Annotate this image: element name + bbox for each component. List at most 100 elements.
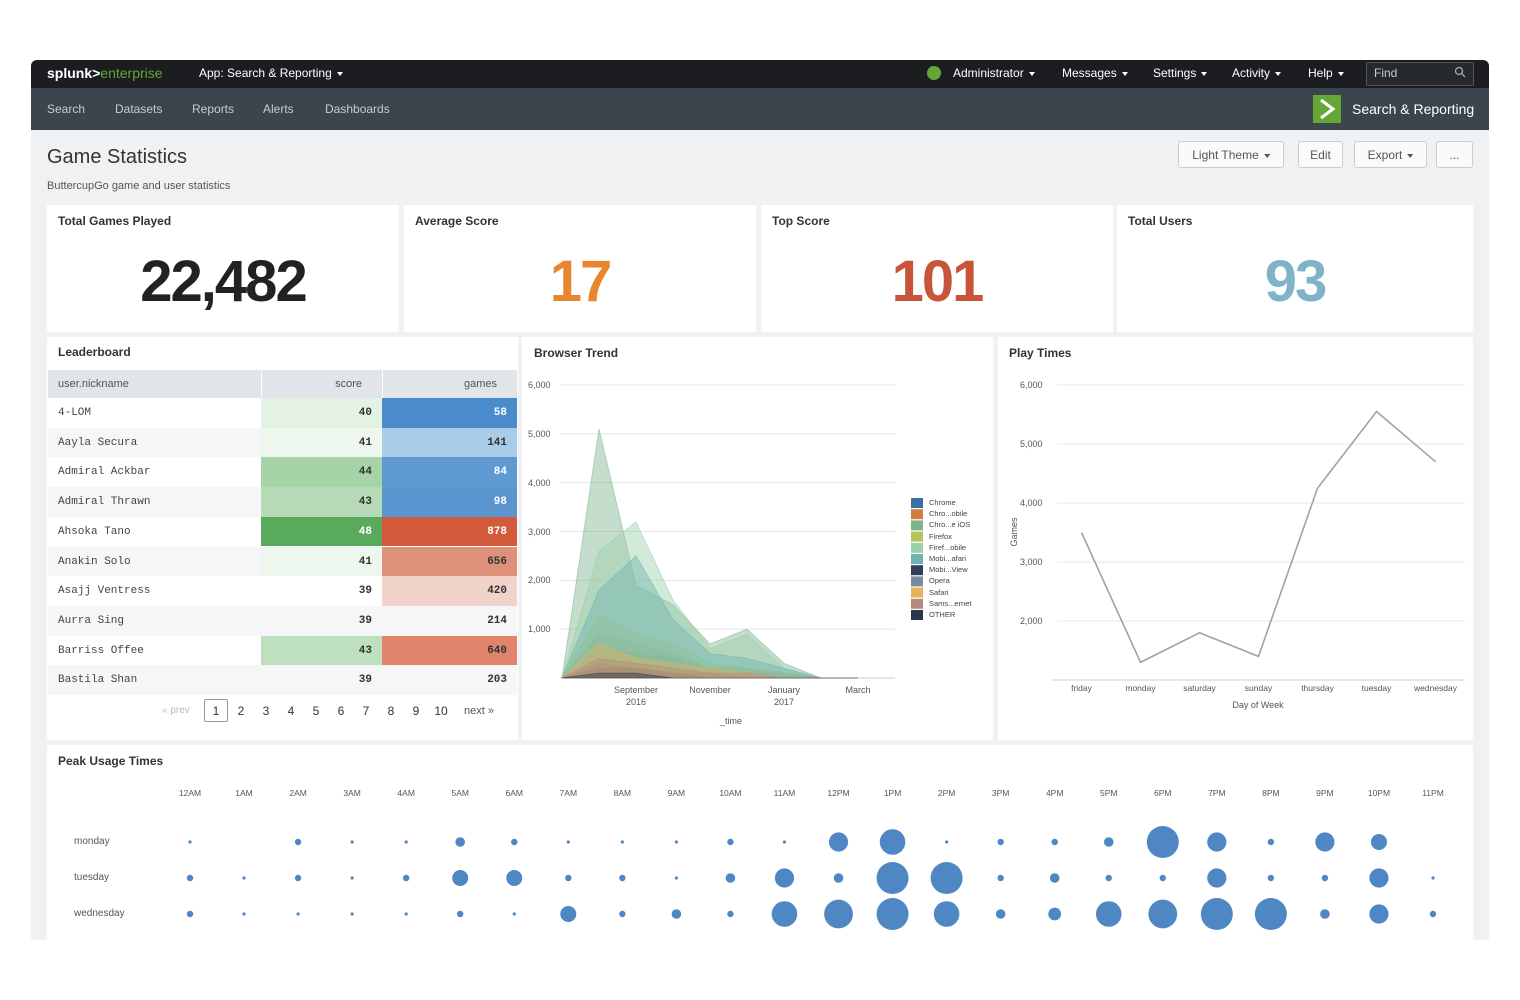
app-menu[interactable]: App: Search & Reporting	[199, 65, 343, 81]
single-value: 22,482	[140, 249, 307, 314]
nav-menu-item[interactable]: Messages	[1062, 65, 1128, 81]
table-cell: 43	[358, 496, 372, 509]
x-tick-label: 3AM	[343, 788, 361, 798]
x-tick-label: tuesday	[1361, 683, 1392, 693]
logo-product: enterprise	[100, 65, 163, 81]
pagination-page[interactable]: 3	[262, 704, 270, 718]
pagination-page[interactable]: 6	[337, 704, 345, 718]
x-tick-label: 2AM	[289, 788, 307, 798]
nav-menu-item[interactable]: Administrator	[953, 65, 1035, 81]
table-cell: 39	[358, 674, 372, 687]
x-axis-title: Day of Week	[1232, 700, 1284, 710]
nav-menu-item[interactable]: Settings	[1153, 65, 1207, 81]
table-cell: 203	[487, 674, 507, 687]
pagination-page[interactable]: 9	[412, 704, 420, 718]
x-tick-label: 11AM	[773, 788, 796, 798]
nav-link[interactable]: Search	[47, 102, 86, 116]
bubble	[1315, 832, 1335, 852]
pagination-page[interactable]: 4	[287, 704, 295, 718]
table-cell: 141	[487, 436, 507, 449]
y-axis-title: Games	[1009, 517, 1019, 547]
column-header[interactable]: score	[335, 378, 362, 390]
table-cell: Admiral Ackbar	[58, 466, 151, 479]
bubble	[824, 899, 853, 929]
bubble	[1254, 898, 1287, 930]
play-times-panel	[998, 337, 1473, 740]
legend-label: Mobi...afari	[929, 554, 967, 563]
bubble	[727, 910, 734, 918]
y-tick-label: 2,000	[528, 575, 551, 586]
x-tick-label: 10PM	[1367, 788, 1391, 798]
bubble	[1369, 904, 1389, 924]
button-label: Light Theme	[1192, 147, 1270, 163]
x-tick-label: January 2017	[767, 685, 801, 707]
x-tick-label: 8PM	[1262, 788, 1280, 798]
column-header[interactable]: games	[463, 378, 497, 390]
bubble	[1207, 832, 1227, 852]
legend-swatch	[911, 610, 923, 620]
single-title: Total Games Played	[58, 214, 172, 228]
x-axis-title: _time	[719, 716, 743, 726]
bubble	[512, 912, 516, 916]
bubble	[828, 832, 849, 852]
bubble	[506, 870, 523, 886]
table-cell: 48	[358, 525, 372, 538]
y-tick-label: tuesday	[74, 872, 110, 883]
bubble	[1200, 898, 1233, 930]
legend-label: Mobi...View	[929, 565, 968, 575]
table-cell: 4-LOM	[58, 407, 92, 419]
bubble	[1267, 874, 1275, 882]
single-title: Total Users	[1128, 214, 1193, 228]
pagination-page[interactable]: 2	[237, 704, 245, 718]
bubble	[674, 876, 678, 880]
bubble	[619, 874, 626, 882]
pagination-prev[interactable]: « prev	[162, 705, 190, 716]
nav-link[interactable]: Alerts	[263, 102, 294, 116]
pagination-page[interactable]: 8	[387, 704, 395, 718]
nav-menu-item[interactable]: Activity	[1232, 65, 1281, 81]
x-tick-label: 1PM	[883, 788, 902, 798]
table-cell: Aayla Secura	[58, 436, 138, 449]
x-tick-label: friday	[1071, 683, 1092, 693]
button-label: Export	[1368, 147, 1414, 163]
pagination-next[interactable]: next »	[464, 705, 494, 717]
app-name[interactable]: Search & Reporting	[1352, 101, 1475, 117]
app-icon-chevron	[1320, 98, 1336, 120]
table-cell: 878	[487, 525, 507, 538]
table-cell-color	[382, 546, 517, 577]
bubble	[294, 838, 302, 846]
button[interactable]	[1436, 141, 1473, 168]
bubble	[1159, 874, 1166, 882]
nav-link[interactable]: Reports	[192, 102, 235, 116]
button[interactable]	[1298, 141, 1343, 168]
column-header[interactable]: user.nickname	[58, 378, 129, 390]
nav-link[interactable]: Dashboards	[325, 102, 390, 116]
pagination-page[interactable]: 10	[434, 704, 448, 718]
bubble	[511, 838, 518, 846]
x-tick-label: sunday	[1244, 683, 1273, 693]
panel-title: Browser Trend	[534, 346, 619, 360]
search-box[interactable]	[1366, 62, 1474, 86]
table-header	[48, 370, 517, 398]
bubble	[457, 910, 464, 918]
bubble	[879, 829, 906, 855]
nav-menu-item[interactable]: Help	[1308, 65, 1344, 81]
nav-link[interactable]: Datasets	[115, 102, 163, 116]
bubble	[945, 840, 949, 844]
logo[interactable]: splunk>enterprise	[47, 64, 163, 82]
table-cell-color	[261, 427, 382, 458]
column-divider	[382, 370, 383, 398]
pagination-page[interactable]: 5	[312, 704, 320, 718]
column-divider	[261, 370, 262, 398]
pagination-page[interactable]: 1	[212, 704, 220, 718]
table-cell: 98	[493, 496, 507, 509]
x-tick-label: 3PM	[991, 788, 1010, 798]
table-cell-color	[261, 487, 382, 517]
pagination-page[interactable]: 7	[362, 704, 370, 718]
legend-swatch	[911, 531, 923, 542]
bubble	[1207, 868, 1227, 888]
table-cell: 40	[358, 407, 372, 419]
search-placeholder: Find	[1374, 66, 1398, 80]
bubble	[566, 840, 570, 844]
